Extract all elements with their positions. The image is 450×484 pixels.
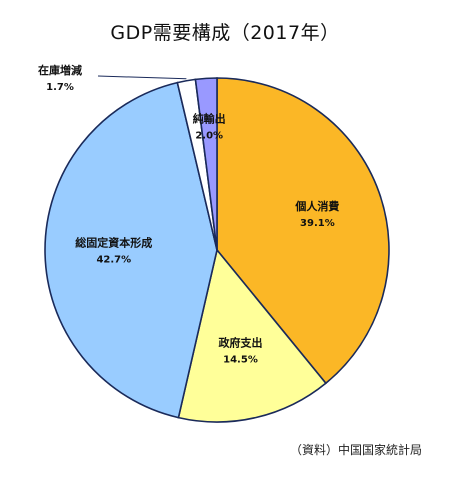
chart-title: GDP需要構成（2017年）	[110, 22, 340, 44]
slice-label: 政府支出	[219, 336, 263, 350]
slice-value-label: 2.0%	[195, 130, 223, 141]
slice-value-label: 14.5%	[223, 355, 258, 366]
pie-slice	[177, 248, 327, 423]
pie-slice	[44, 81, 218, 419]
source-note: （資料）中国国家統計局	[289, 443, 422, 457]
leader-line	[97, 75, 187, 80]
slice-label: 個人消費	[294, 199, 339, 213]
slice-value-label: 39.1%	[300, 218, 335, 229]
slice-value-label: 42.7%	[96, 254, 131, 265]
slice-label: 在庫増減	[38, 63, 82, 77]
pie-slice	[216, 77, 390, 385]
slice-value-label: 1.7%	[46, 82, 74, 93]
slice-label: 純輸出	[193, 111, 226, 125]
slice-label: 総固定資本形成	[75, 235, 152, 249]
pie-slice	[194, 77, 218, 251]
